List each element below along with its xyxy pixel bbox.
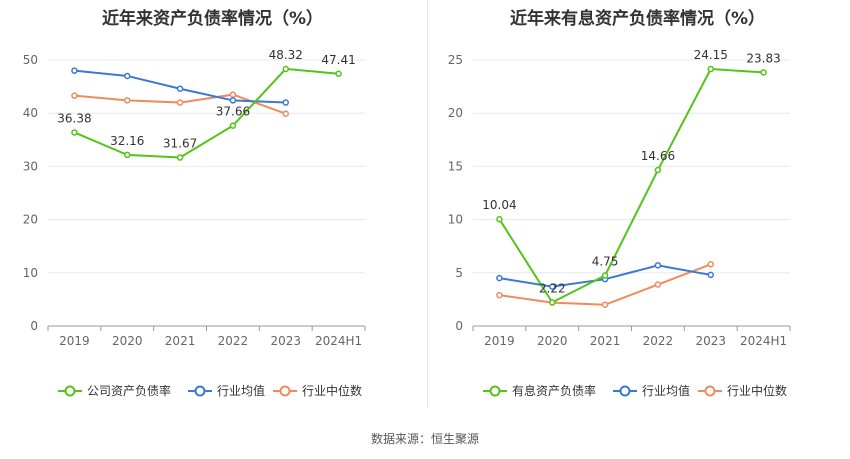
data-point (707, 271, 714, 279)
data-point (124, 97, 131, 104)
data-point (176, 154, 184, 161)
legend-swatch-marker (619, 385, 631, 397)
data-point (176, 99, 184, 106)
data-label: 23.83 (746, 51, 780, 65)
x-tick-label: 2020 (537, 334, 568, 348)
legend-swatch-marker (279, 385, 291, 397)
y-tick-label: 10 (448, 213, 463, 227)
data-point (549, 283, 556, 290)
legend-label: 有息资产负债率 (512, 383, 596, 398)
legend-swatch-marker (704, 385, 716, 397)
legend-label: 行业中位数 (727, 383, 787, 398)
chart-debt-ratio: 0 10 20 30 40 50 2019 2020 2021 2022 2023 2024H1 36.… (23, 48, 366, 398)
data-point (760, 69, 767, 76)
data-point (71, 92, 78, 99)
y-tick-label: 20 (23, 213, 38, 227)
legend-swatch-marker (64, 385, 76, 397)
data-point (282, 110, 289, 117)
legend-item: 行业中位数 (273, 383, 362, 398)
data-point (71, 67, 78, 74)
data-point (282, 99, 289, 106)
data-label: 47.41 (321, 53, 355, 67)
data-point (496, 215, 503, 223)
legend-label: 公司资产负债率 (87, 383, 171, 398)
data-label: 32.16 (110, 134, 144, 148)
x-tick-label: 2023 (695, 334, 726, 348)
series-line (74, 67, 339, 159)
y-tick-label: 0 (455, 319, 463, 333)
data-label: 24.15 (694, 48, 728, 62)
y-tick-label: 20 (448, 106, 463, 120)
data-point (549, 299, 556, 306)
y-tick-label: 10 (23, 266, 38, 280)
data-label: 48.32 (269, 48, 303, 62)
y-tick-label: 25 (448, 53, 463, 67)
data-point (282, 65, 289, 73)
y-tick-label: 50 (23, 53, 38, 67)
data-label: 2.22 (539, 281, 566, 295)
x-tick-label: 2021 (165, 334, 196, 348)
data-label: 37.66 (216, 105, 250, 119)
data-point (654, 166, 662, 174)
legend-item: 行业均值 (613, 383, 690, 398)
y-tick-label: 15 (448, 159, 463, 173)
x-tick-label: 2020 (112, 334, 143, 348)
legend-label: 行业中位数 (302, 383, 362, 398)
data-point (496, 291, 503, 299)
legend-label: 行业均值 (642, 383, 690, 398)
legend-item: 公司资产负债率 (58, 383, 171, 398)
x-tick-label: 2023 (270, 334, 301, 348)
legend-item: 有息资产负债率 (483, 383, 596, 398)
x-tick-label: 2021 (590, 334, 621, 348)
data-label: 31.67 (163, 137, 197, 151)
legend-swatch-marker (489, 385, 501, 397)
x-tick-label: 2022 (643, 334, 674, 348)
legend-item: 行业均值 (188, 383, 265, 398)
y-tick-label: 30 (23, 159, 38, 173)
data-source-note: 数据来源：恒生聚源 (370, 432, 479, 446)
x-tick-label: 2019 (59, 334, 90, 348)
data-point (707, 261, 714, 268)
data-point (335, 70, 342, 78)
data-point (654, 281, 662, 288)
data-point (707, 65, 714, 73)
data-point (124, 151, 131, 159)
x-tick-label: 2019 (484, 334, 515, 348)
chart-interest-debt-ratio: 0 5 10 15 20 25 2019 2020 2021 2022 2023 2024H1 10.0… (448, 48, 791, 398)
series-line (498, 68, 764, 304)
y-tick-label: 5 (455, 266, 463, 280)
chart-title-interest-debt-ratio: 近年来有息资产负债率情况（%） (509, 9, 766, 29)
x-tick-label: 2024H1 (740, 334, 787, 348)
data-point (229, 122, 237, 129)
y-tick-label: 0 (30, 319, 38, 333)
legend-swatch-marker (194, 385, 206, 397)
data-label: 14.66 (641, 149, 675, 163)
legend-item: 行业中位数 (698, 383, 787, 398)
x-tick-label: 2024H1 (315, 334, 362, 348)
data-label: 36.38 (57, 111, 91, 125)
data-point (176, 85, 184, 92)
chart-title-debt-ratio: 近年来资产负债率情况（%） (101, 9, 324, 29)
data-point (496, 274, 503, 282)
legend-label: 行业均值 (217, 383, 265, 398)
data-point (71, 129, 78, 136)
x-tick-label: 2022 (218, 334, 249, 348)
data-point (654, 262, 662, 269)
data-point (229, 91, 237, 98)
data-point (601, 301, 609, 308)
y-tick-label: 40 (23, 106, 38, 120)
panel-divider (427, 0, 428, 408)
data-label: 4.75 (592, 254, 619, 268)
data-point (124, 72, 131, 80)
data-point (229, 97, 237, 104)
data-point (601, 272, 609, 279)
data-label: 10.04 (482, 198, 516, 212)
